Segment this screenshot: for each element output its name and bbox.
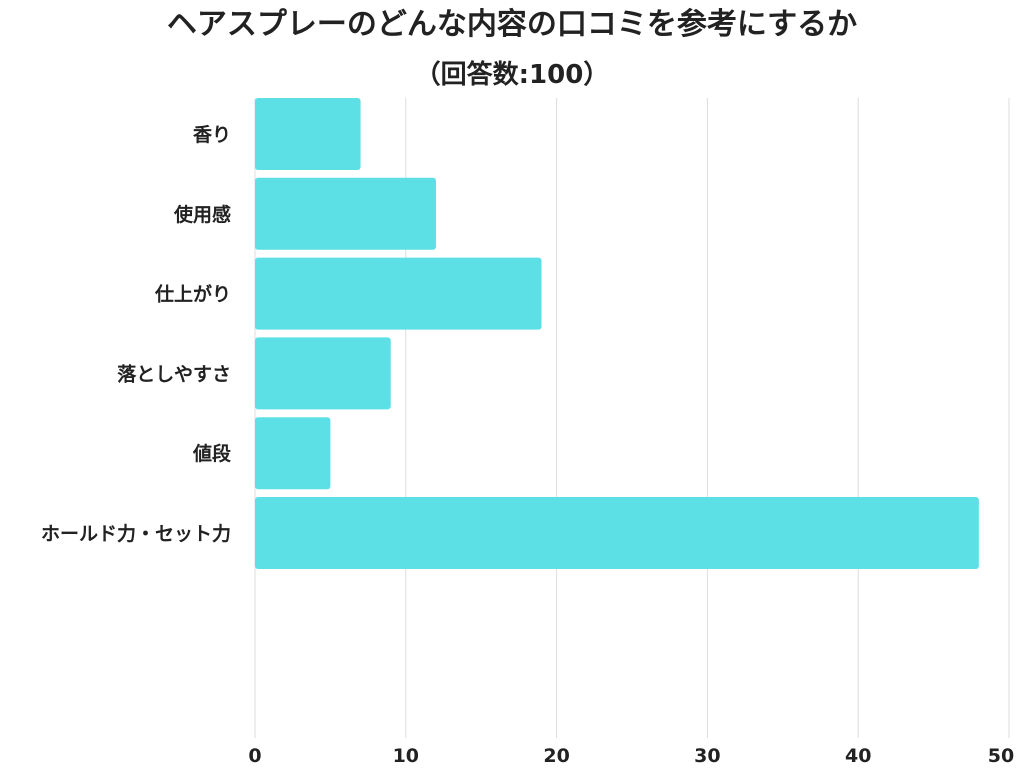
chart-subtitle: （回答数:100）	[414, 60, 610, 90]
bar	[255, 177, 436, 250]
category-label: 使用感	[173, 203, 231, 226]
category-label: 仕上がり	[154, 283, 231, 306]
x-tick-label: 50	[988, 745, 1014, 767]
bar	[255, 257, 542, 330]
x-tick-label: 20	[543, 745, 569, 767]
x-tick-label: 40	[845, 745, 871, 767]
category-label: 落としやすさ	[117, 362, 231, 385]
chart-title: ヘアスプレーのどんな内容の口コミを参考にするか	[166, 7, 858, 42]
category-label: ホールド力・セット力	[41, 522, 231, 545]
bar	[255, 417, 331, 490]
bar	[255, 98, 361, 170]
x-tick-label: 30	[694, 745, 720, 767]
bar	[255, 497, 979, 569]
bars	[255, 98, 979, 569]
x-tick-label: 10	[393, 745, 419, 767]
x-axis-tick-labels: 0 10 20 30 40 50	[248, 745, 1014, 767]
bar	[255, 337, 391, 410]
category-label: 香り	[192, 124, 231, 146]
x-tick-label: 0	[248, 745, 261, 767]
category-label: 値段	[192, 442, 232, 465]
